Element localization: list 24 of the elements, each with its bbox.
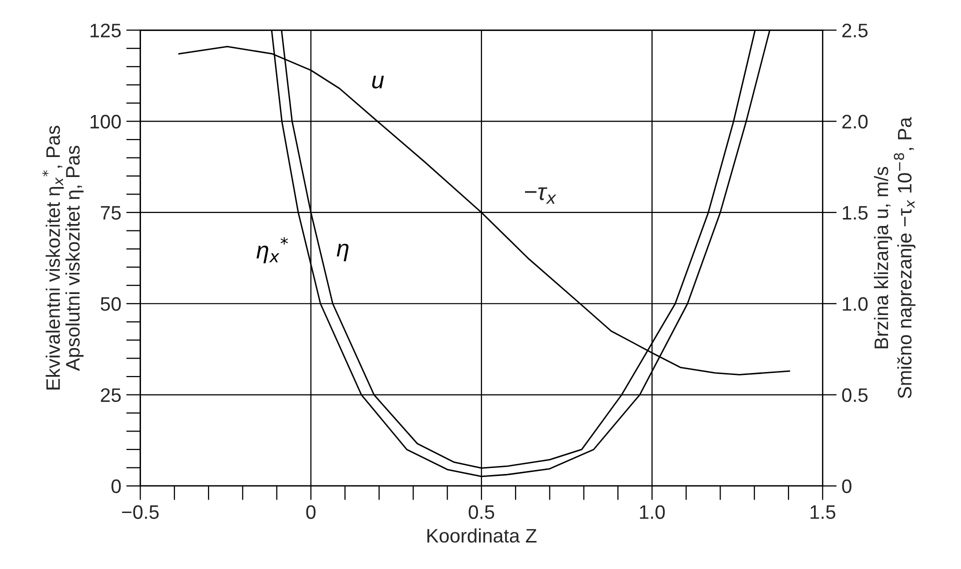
x-tick-label: 1.0	[640, 505, 665, 519]
y-tick-label: 125	[90, 24, 121, 38]
x-axis-title: Koordinata Z	[427, 528, 537, 543]
y-axis-title: Ekvivalentni viskozitet η$_{x}$$^{*}$, Pas Apsolutni viskozitet η, Pas	[42, 126, 84, 390]
y2-tick-label: 1.5	[842, 206, 868, 220]
x-tick-label: 1.5	[810, 505, 836, 519]
y2-axis-title: Brzina klizanja u, m/s Smično naprezanje −τ$_{x}$ 10$^{−8}$, Pa	[874, 117, 916, 398]
y2-tick-label: 0.5	[842, 388, 868, 402]
y-tick-label: 25	[100, 388, 121, 402]
y2-tick-label: 2.5	[842, 24, 868, 38]
x-tick-label: 0.5	[468, 505, 494, 519]
y-tick-label: 100	[90, 114, 121, 129]
series-label: u	[372, 76, 384, 88]
y2-tick-label: 2.0	[842, 114, 868, 129]
y-tick-label: 0	[112, 479, 121, 494]
series-label: η$_{x}$$^{*}$	[256, 237, 288, 264]
y2-tick-label: 1.0	[842, 297, 868, 311]
x-tick-label: 0	[306, 505, 316, 519]
series-label: η	[336, 244, 348, 262]
x-tick-label: −0.5	[122, 505, 159, 519]
y-tick-label: 75	[100, 206, 121, 220]
annotation: −τ$_{x}$	[525, 187, 556, 204]
y-tick-label: 50	[100, 297, 121, 311]
y2-tick-label: 0	[842, 479, 852, 494]
